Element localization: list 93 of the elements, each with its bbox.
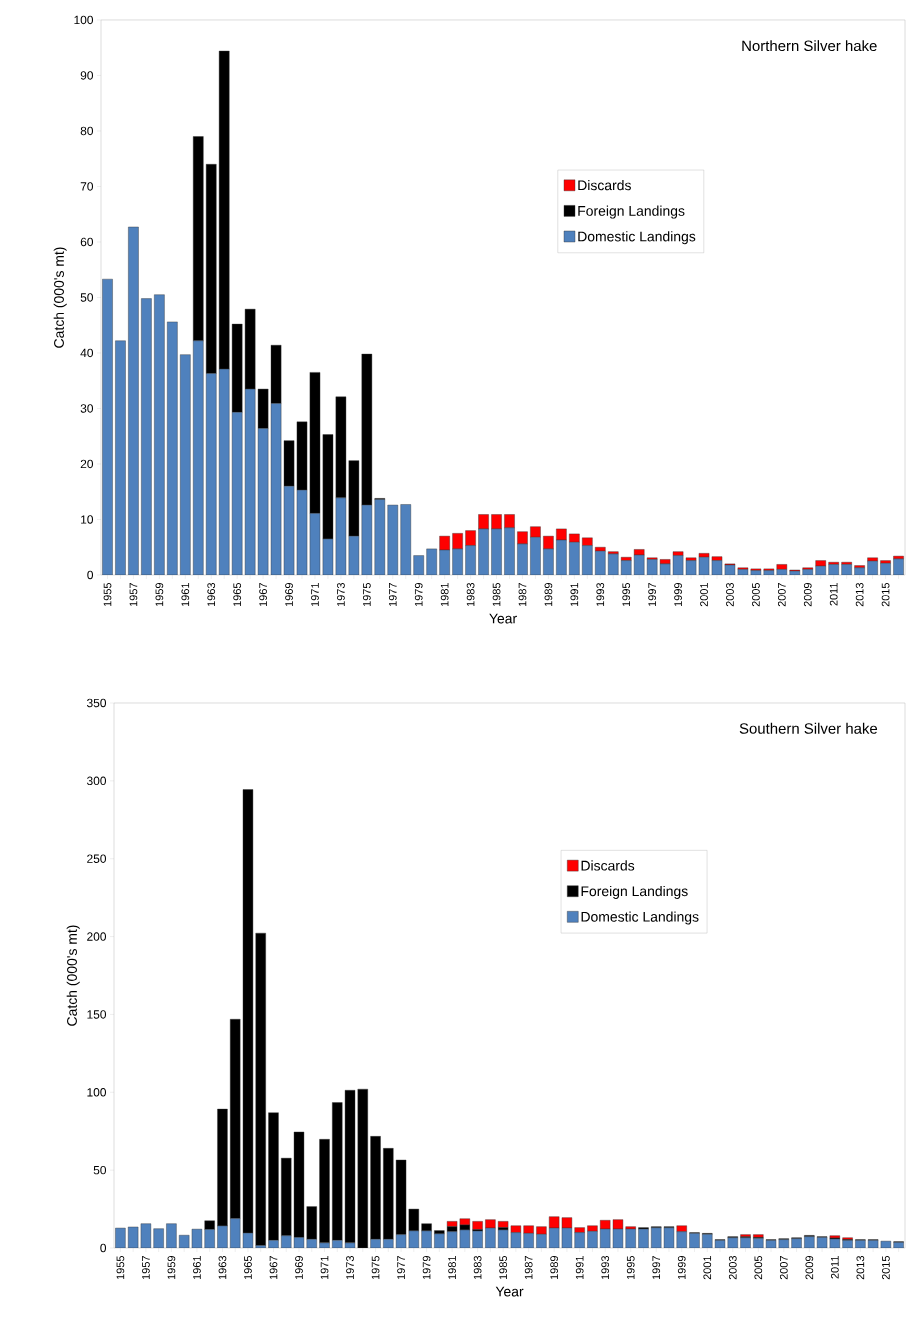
- y-axis-title: Catch (000's mt): [66, 925, 80, 1026]
- x-tick-label: 1987: [524, 1256, 533, 1280]
- y-tick-label: 20: [80, 459, 94, 469]
- x-tick-label: 1965: [233, 582, 242, 607]
- x-tick-label: 1973: [346, 1256, 354, 1280]
- x-tick-label: 2001: [703, 1256, 712, 1280]
- x-tick-label: 2003: [728, 1256, 737, 1280]
- x-tick-label: 2005: [752, 582, 760, 607]
- y-tick-label: 80: [80, 126, 94, 136]
- text: Northern Silver hake: [742, 40, 877, 52]
- legend-label: Discards: [581, 860, 635, 871]
- legend-label: Foreign Landings: [578, 205, 685, 219]
- x-tick-label: 1967: [259, 583, 267, 607]
- x-axis-title: Year: [495, 1286, 524, 1297]
- y-tick-label: 10: [81, 515, 94, 524]
- y-tick-label: 200: [87, 932, 107, 941]
- x-tick-label: 2015: [881, 582, 890, 607]
- y-tick-label: 150: [87, 1010, 107, 1019]
- x-tick-label: 2007: [777, 583, 786, 607]
- x-tick-label: 1975: [371, 1255, 380, 1280]
- x-tick-label: 1999: [674, 583, 682, 607]
- x-tick-label: 1995: [626, 1255, 635, 1280]
- x-tick-label: 2015: [882, 1255, 890, 1280]
- x-tick-label: 1981: [440, 583, 449, 607]
- x-tick-label: 1963: [218, 1256, 227, 1280]
- x-tick-label: 1961: [193, 1256, 201, 1280]
- x-tick-label: 1999: [677, 1256, 686, 1280]
- y-tick-label: 40: [80, 348, 94, 358]
- x-tick-label: 1981: [448, 1256, 456, 1280]
- x-tick-label: 1969: [295, 1256, 303, 1280]
- x-tick-label: 1993: [596, 582, 605, 607]
- y-tick-label: 60: [80, 237, 94, 247]
- y-tick-label: 100: [74, 15, 94, 25]
- x-tick-label: 1971: [320, 1256, 329, 1280]
- x-tick-label: 1985: [492, 582, 501, 607]
- x-tick-label: 2013: [856, 1256, 865, 1280]
- x-tick-label: 1995: [622, 582, 631, 607]
- x-tick-label: 1991: [575, 1256, 584, 1280]
- x-tick-label: 2001: [700, 583, 708, 607]
- x-tick-label: 2005: [754, 1255, 763, 1280]
- x-tick-label: 1983: [466, 582, 475, 607]
- legend-label: Domestic Landings: [581, 911, 699, 925]
- x-tick-label: 1957: [129, 583, 138, 607]
- x-tick-label: 1989: [550, 1256, 559, 1280]
- y-tick-label: 0: [100, 1243, 107, 1253]
- x-tick-label: 1961: [181, 583, 190, 607]
- x-tick-label: 2003: [726, 582, 734, 607]
- x-tick-label: 2011: [829, 583, 838, 606]
- x-tick-label: 1985: [499, 1255, 508, 1280]
- x-tick-label: 1973: [337, 582, 345, 607]
- x-tick-label: 1989: [544, 583, 553, 607]
- y-axis-title: Catch (000's mt): [53, 247, 67, 348]
- y-tick-label: 30: [80, 404, 94, 413]
- legend-label: Domestic Landings: [578, 231, 696, 245]
- x-tick-label: 1967: [269, 1256, 278, 1280]
- x-tick-label: 1977: [388, 583, 397, 607]
- x-tick-label: 1977: [397, 1256, 405, 1280]
- y-tick-label: 70: [80, 182, 94, 191]
- x-tick-label: 2009: [805, 1256, 814, 1280]
- x-tick-label: 1969: [285, 583, 293, 607]
- x-tick-label: 1959: [155, 583, 164, 607]
- x-tick-label: 2009: [803, 583, 812, 607]
- x-tick-label: 1957: [142, 1256, 150, 1280]
- legend-label: Foreign Landings: [581, 885, 688, 899]
- x-tick-label: 1993: [601, 1256, 610, 1280]
- y-tick-label: 50: [93, 1165, 107, 1175]
- y-tick-label: 250: [87, 854, 107, 863]
- x-tick-label: 1991: [570, 583, 579, 607]
- x-tick-label: 2013: [855, 582, 864, 607]
- x-tick-label: 1959: [167, 1256, 176, 1280]
- x-tick-label: 1979: [414, 583, 423, 607]
- y-tick-label: 350: [86, 698, 107, 708]
- x-tick-label: 1983: [473, 1256, 482, 1280]
- x-tick-label: 2007: [779, 1256, 788, 1280]
- x-tick-label: 1997: [648, 583, 657, 607]
- x-tick-label: 1997: [652, 1256, 661, 1280]
- legend-label: Discards: [578, 180, 631, 191]
- x-tick-label: 1965: [244, 1255, 252, 1280]
- x-tick-label: 1955: [103, 582, 112, 607]
- x-tick-label: 1979: [422, 1256, 431, 1280]
- x-tick-label: 1975: [362, 582, 371, 607]
- x-tick-label: 1955: [116, 1255, 125, 1280]
- x-tick-label: 1971: [311, 583, 319, 607]
- y-tick-label: 300: [86, 776, 107, 786]
- text: Southern Silver hake: [739, 722, 878, 734]
- y-tick-label: 100: [87, 1088, 107, 1097]
- x-tick-label: 1987: [518, 583, 527, 607]
- x-tick-label: 1963: [207, 582, 216, 607]
- x-tick-label: 2011: [830, 1256, 839, 1279]
- y-tick-label: 0: [87, 570, 94, 580]
- y-tick-label: 50: [80, 293, 94, 302]
- y-tick-label: 90: [80, 71, 94, 80]
- x-axis-title: Year: [489, 613, 517, 624]
